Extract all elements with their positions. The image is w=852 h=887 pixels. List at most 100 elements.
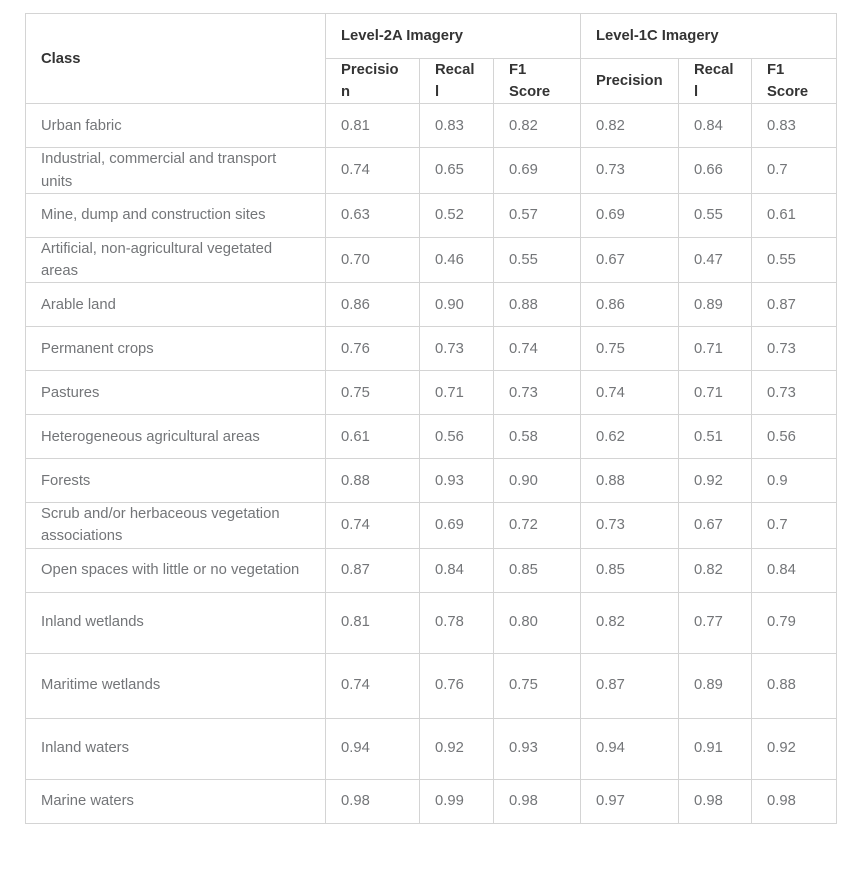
l1c-precision-cell: 0.73 <box>580 147 679 194</box>
l2a-precision-cell: 0.74 <box>325 652 420 719</box>
l1c-recall-cell: 0.71 <box>678 370 752 416</box>
l1c-precision-cell: 0.94 <box>580 717 679 780</box>
class-cell: Heterogeneous agricultural areas <box>25 414 326 460</box>
l2a-precision-cell: 0.87 <box>325 547 420 593</box>
l1c-precision-cell: 0.97 <box>580 778 679 824</box>
l1c-recall-cell: 0.77 <box>678 591 752 654</box>
l2a-f1-cell: 0.88 <box>493 282 581 328</box>
l1c-precision-cell: 0.75 <box>580 326 679 372</box>
l2a-precision-cell: 0.75 <box>325 370 420 416</box>
l1c-precision-cell: 0.73 <box>580 502 679 549</box>
classification-metrics-table: Class Level-2A Imagery Level-1C Imagery … <box>25 12 838 824</box>
classification-metrics-table-wrap: Class Level-2A Imagery Level-1C Imagery … <box>25 12 838 824</box>
l2a-f1-cell: 0.80 <box>493 591 581 654</box>
l1c-recall-cell: 0.84 <box>678 103 752 149</box>
l2a-f1-cell: 0.57 <box>493 192 581 238</box>
l2a-precision-cell: 0.88 <box>325 458 420 504</box>
l2a-f1-cell: 0.90 <box>493 458 581 504</box>
l2a-recall-cell: 0.99 <box>419 778 494 824</box>
l1c-precision-cell: 0.88 <box>580 458 679 504</box>
l2a-precision-cell: 0.74 <box>325 147 420 194</box>
table-row: Heterogeneous agricultural areas 0.61 0.… <box>25 414 838 460</box>
l1c-precision-cell: 0.86 <box>580 282 679 328</box>
table-row: Forests 0.88 0.93 0.90 0.88 0.92 0.9 <box>25 458 838 504</box>
class-cell: Arable land <box>25 282 326 328</box>
l2a-recall-cell: 0.78 <box>419 591 494 654</box>
l2a-recall-cell: 0.90 <box>419 282 494 328</box>
l2a-f1-cell: 0.58 <box>493 414 581 460</box>
l1c-recall-cell: 0.89 <box>678 652 752 719</box>
l1c-f1-cell: 0.88 <box>750 652 838 719</box>
l2a-f1-cell: 0.98 <box>493 778 581 824</box>
l2a-precision-cell: 0.76 <box>325 326 420 372</box>
l1c-precision-cell: 0.87 <box>580 652 679 719</box>
l2a-precision-cell: 0.74 <box>325 502 420 549</box>
table-row: Marine waters 0.98 0.99 0.98 0.97 0.98 0… <box>25 778 838 824</box>
l1c-f1-cell: 0.9 <box>750 458 838 504</box>
l1c-recall-cell: 0.47 <box>678 236 752 284</box>
l1c-precision-cell: 0.74 <box>580 370 679 416</box>
l1c-recall-cell: 0.51 <box>678 414 752 460</box>
l2a-precision-cell: 0.98 <box>325 778 420 824</box>
table-row: Pastures 0.75 0.71 0.73 0.74 0.71 0.73 <box>25 370 838 416</box>
table-row: Artificial, non-agricultural vegetated a… <box>25 236 838 284</box>
l1c-recall-cell: 0.55 <box>678 192 752 238</box>
level-2a-group-header: Level-2A Imagery <box>325 13 581 59</box>
l1c-recall-cell: 0.67 <box>678 502 752 549</box>
table-row: Urban fabric 0.81 0.83 0.82 0.82 0.84 0.… <box>25 103 838 149</box>
l2a-precision-cell: 0.70 <box>325 236 420 284</box>
l1c-recall-cell: 0.91 <box>678 717 752 780</box>
l2a-f1-header: F1 Score <box>493 57 581 105</box>
l1c-precision-cell: 0.85 <box>580 547 679 593</box>
l1c-f1-cell: 0.73 <box>750 326 838 372</box>
table-row: Maritime wetlands 0.74 0.76 0.75 0.87 0.… <box>25 652 838 719</box>
l1c-f1-cell: 0.56 <box>750 414 838 460</box>
table-header: Class Level-2A Imagery Level-1C Imagery … <box>25 12 838 105</box>
l1c-recall-cell: 0.92 <box>678 458 752 504</box>
class-cell: Inland waters <box>25 717 326 780</box>
l2a-recall-cell: 0.92 <box>419 717 494 780</box>
l1c-f1-cell: 0.55 <box>750 236 838 284</box>
l2a-f1-cell: 0.69 <box>493 147 581 194</box>
l2a-f1-cell: 0.85 <box>493 547 581 593</box>
l2a-recall-cell: 0.84 <box>419 547 494 593</box>
l2a-f1-cell: 0.75 <box>493 652 581 719</box>
class-cell: Maritime wetlands <box>25 652 326 719</box>
l2a-f1-cell: 0.74 <box>493 326 581 372</box>
class-cell: Open spaces with little or no vegetation <box>25 547 326 593</box>
table-row: Inland waters 0.94 0.92 0.93 0.94 0.91 0… <box>25 717 838 780</box>
class-cell: Marine waters <box>25 778 326 824</box>
l2a-f1-cell: 0.73 <box>493 370 581 416</box>
l2a-recall-cell: 0.83 <box>419 103 494 149</box>
class-cell: Forests <box>25 458 326 504</box>
l1c-f1-cell: 0.7 <box>750 502 838 549</box>
l2a-recall-cell: 0.65 <box>419 147 494 194</box>
l2a-precision-cell: 0.81 <box>325 591 420 654</box>
l2a-recall-cell: 0.71 <box>419 370 494 416</box>
l1c-f1-cell: 0.84 <box>750 547 838 593</box>
l1c-f1-cell: 0.87 <box>750 282 838 328</box>
l2a-precision-cell: 0.63 <box>325 192 420 238</box>
l1c-precision-cell: 0.62 <box>580 414 679 460</box>
l1c-f1-cell: 0.61 <box>750 192 838 238</box>
l2a-precision-cell: 0.86 <box>325 282 420 328</box>
l2a-recall-cell: 0.69 <box>419 502 494 549</box>
l1c-precision-header: Precision <box>580 57 679 105</box>
class-cell: Pastures <box>25 370 326 416</box>
l1c-recall-header: Recall <box>678 57 752 105</box>
l1c-precision-cell: 0.82 <box>580 103 679 149</box>
table-row: Open spaces with little or no vegetation… <box>25 547 838 593</box>
l2a-precision-cell: 0.81 <box>325 103 420 149</box>
sub-header-row: Precision Recall F1 Score Precision Reca… <box>26 57 838 105</box>
table-body: Urban fabric 0.81 0.83 0.82 0.82 0.84 0.… <box>25 103 838 824</box>
table-row: Industrial, commercial and transport uni… <box>25 147 838 194</box>
level-1c-group-header: Level-1C Imagery <box>579 13 838 59</box>
class-cell: Industrial, commercial and transport uni… <box>25 147 326 194</box>
l1c-f1-cell: 0.73 <box>750 370 838 416</box>
class-cell: Inland wetlands <box>25 591 326 654</box>
group-header-row: Class Level-2A Imagery Level-1C Imagery <box>25 12 838 105</box>
table-row: Inland wetlands 0.81 0.78 0.80 0.82 0.77… <box>25 591 838 654</box>
l1c-precision-cell: 0.67 <box>580 236 679 284</box>
l2a-recall-cell: 0.46 <box>419 236 494 284</box>
table-row: Mine, dump and construction sites 0.63 0… <box>25 192 838 238</box>
